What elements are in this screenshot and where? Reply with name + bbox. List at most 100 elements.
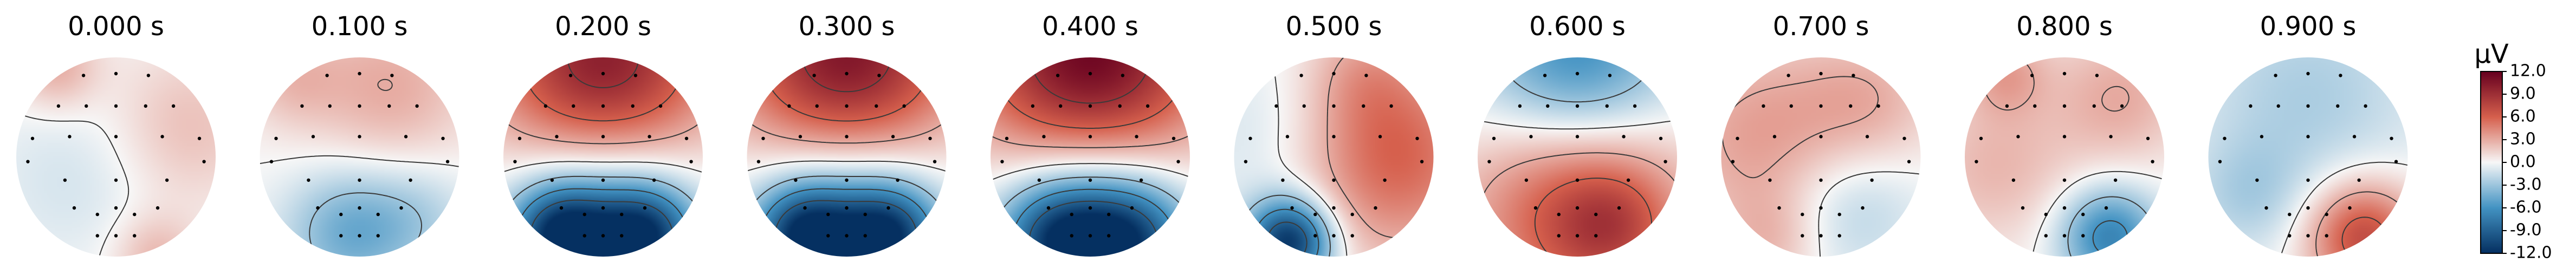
sensor-marker (1626, 178, 1630, 182)
sensor-marker (404, 135, 408, 139)
sensor-marker (197, 136, 202, 140)
sensor-marker (2288, 234, 2292, 238)
sensor-marker (1575, 178, 1580, 182)
colorbar-unit: µV (2474, 39, 2509, 69)
sensor-marker (30, 136, 35, 140)
topomap-field (991, 57, 1190, 257)
sensor-marker (601, 104, 605, 108)
topomap-field (747, 57, 947, 257)
sensor-marker (81, 74, 86, 77)
contour-lines (260, 78, 459, 257)
sensor-marker (1617, 206, 1621, 210)
topomap-title: 0.100 s (312, 11, 408, 42)
sensor-marker (620, 234, 624, 238)
sensor-marker (812, 74, 816, 77)
sensor-marker (376, 212, 380, 217)
sensor-marker (114, 206, 118, 210)
colorbar-tick-label: 12.0 (2510, 62, 2546, 81)
sensor-marker (928, 136, 932, 140)
sensor-marker (2120, 104, 2124, 108)
sensor-marker (1046, 206, 1051, 210)
sensor-marker (2249, 104, 2253, 108)
sensor-marker (1332, 234, 1336, 238)
topomap-0100: 0.100 s (260, 11, 459, 257)
sensor-marker (1000, 160, 1004, 163)
sensor-marker (1088, 206, 1092, 210)
sensor-marker (114, 104, 118, 108)
sensor-marker (2325, 212, 2328, 217)
sensor-marker (2306, 234, 2310, 238)
sensor-marker (863, 234, 867, 238)
sensor-marker (2081, 234, 2085, 238)
sensor-marker (601, 178, 605, 182)
sensor-marker (441, 136, 445, 140)
sensor-marker (601, 135, 605, 139)
sensor-marker (1364, 74, 1368, 77)
sensor-marker (652, 178, 656, 182)
sensor-marker (2325, 234, 2328, 238)
sensor-marker (1302, 104, 1306, 108)
sensor-marker (358, 206, 361, 210)
sensor-marker (826, 212, 830, 217)
sensor-marker (1819, 178, 1823, 182)
sensor-marker (2030, 74, 2034, 77)
topomap-title: 0.200 s (555, 11, 651, 42)
sensor-marker (1819, 104, 1823, 108)
sensor-marker (1088, 71, 1092, 76)
topomap-title: 0.900 s (2260, 11, 2357, 42)
sensor-marker (582, 234, 586, 238)
sensor-marker (1332, 206, 1336, 210)
sensor-marker (2146, 136, 2150, 140)
sensor-marker (1145, 104, 1150, 108)
sensor-marker (1389, 104, 1393, 108)
sensor-marker (513, 160, 517, 163)
sensor-marker (2062, 104, 2067, 108)
sensor-marker (114, 71, 118, 76)
sensor-marker (2062, 135, 2067, 139)
sensor-marker (684, 136, 689, 140)
sensor-marker (643, 206, 647, 210)
colorbar-tick-label: -3.0 (2510, 175, 2542, 194)
sensor-marker (1285, 135, 1290, 139)
sensor-marker (875, 104, 878, 108)
sensor-marker (68, 135, 72, 139)
sensor-marker (2306, 206, 2310, 210)
sensor-marker (171, 104, 176, 108)
sensor-marker (1819, 206, 1823, 210)
contour-lines (2280, 161, 2408, 257)
sensor-marker (415, 104, 419, 108)
sensor-marker (1070, 234, 1073, 238)
sensor-marker (2151, 160, 2154, 163)
sensor-marker (2306, 178, 2310, 182)
sensor-marker (1870, 178, 1874, 182)
sensor-marker (2348, 206, 2352, 210)
sensor-marker (1979, 136, 1983, 140)
sensor-marker (1088, 178, 1092, 182)
topomap-field (2208, 57, 2408, 257)
sensor-marker (658, 104, 663, 108)
sensor-marker (274, 136, 278, 140)
topomap-0800: 0.800 s (1965, 11, 2164, 257)
sensor-marker (1975, 160, 1978, 163)
sensor-marker (631, 104, 635, 108)
sensor-marker (1313, 212, 1317, 217)
sensor-marker (1121, 74, 1125, 77)
sensor-marker (1332, 71, 1336, 76)
sensor-marker (1042, 135, 1046, 139)
topomap-field (1721, 57, 1921, 257)
sensor-marker (2095, 74, 2099, 77)
contour-line (1818, 171, 1921, 257)
sensor-marker (1594, 212, 1598, 217)
sensor-marker (95, 234, 99, 238)
sensor-marker (845, 206, 849, 210)
sensor-marker (2276, 104, 2280, 108)
sensor-marker (409, 178, 412, 182)
sensor-marker (328, 104, 332, 108)
sensor-marker (133, 212, 137, 217)
sensor-marker (2306, 135, 2310, 139)
sensor-marker (1350, 212, 1354, 217)
sensor-marker (798, 135, 802, 139)
topomap-0500: 0.500 s (1234, 11, 1434, 257)
sensor-marker (633, 74, 638, 77)
